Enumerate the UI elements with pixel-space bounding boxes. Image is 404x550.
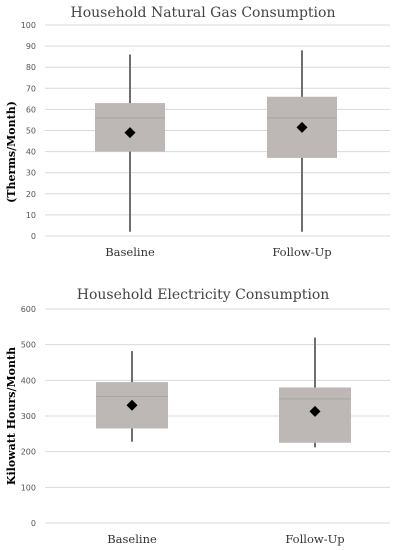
y-tick-label: 60 (26, 105, 36, 114)
x-category-label: Follow-Up (272, 245, 331, 259)
y-tick-label: 90 (26, 42, 36, 51)
gas-consumption-chart: Household Natural Gas Consumption (Therm… (5, 5, 390, 259)
y-tick-label: 80 (26, 63, 36, 72)
y-tick-label: 50 (26, 127, 36, 136)
chart-title: Household Electricity Consumption (77, 287, 330, 303)
y-tick-label: 200 (21, 448, 36, 457)
y-tick-label: 400 (21, 376, 36, 385)
y-tick-label: 0 (31, 519, 36, 528)
y-tick-label: 100 (21, 483, 36, 492)
y-tick-label: 20 (26, 190, 36, 199)
y-axis-label: Kilowatt Hours/Month (5, 347, 18, 485)
y-tick-label: 500 (21, 341, 36, 350)
mean-marker (309, 405, 321, 417)
y-tick-label: 0 (31, 232, 36, 241)
y-tick-label: 70 (26, 84, 36, 93)
mean-marker (296, 121, 308, 133)
y-tick-label: 10 (26, 211, 36, 220)
y-axis-label: (Therms/Month) (5, 101, 18, 203)
y-tick-label: 300 (21, 412, 36, 421)
mean-marker (124, 127, 136, 139)
y-tick-label: 100 (21, 21, 36, 30)
electricity-consumption-chart: Household Electricity Consumption Kilowa… (5, 287, 390, 546)
y-tick-label: 600 (21, 305, 36, 314)
x-category-label: Baseline (107, 532, 157, 546)
y-tick-label: 40 (26, 148, 36, 157)
chart-title: Household Natural Gas Consumption (71, 5, 336, 21)
y-tick-label: 30 (26, 169, 36, 178)
x-category-label: Follow-Up (285, 532, 344, 546)
x-category-label: Baseline (105, 245, 155, 259)
mean-marker (126, 399, 138, 411)
